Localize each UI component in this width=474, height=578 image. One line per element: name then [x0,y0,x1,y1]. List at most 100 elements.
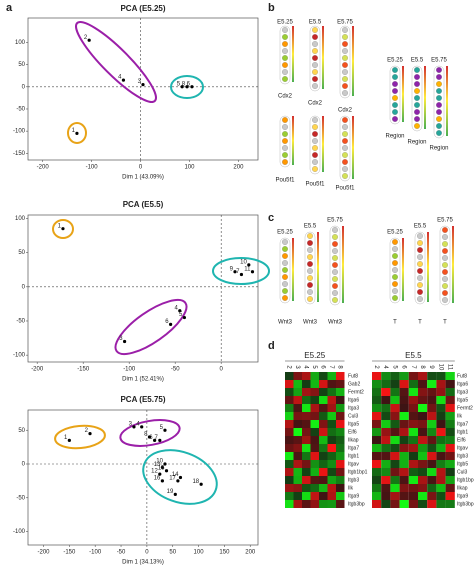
y-tick-label: 50 [18,62,25,68]
heatmap-cell [381,412,391,420]
dot [332,283,338,289]
heatmap-cell [372,484,382,492]
heatmap-title: E5.5 [405,351,422,360]
dot [342,124,348,130]
heatmap-cell [372,412,382,420]
heatmap-cell [436,380,446,388]
heatmap-cell [381,444,391,452]
group-ellipse [142,449,218,505]
dot [332,248,338,254]
region-label: Region [429,146,448,152]
heatmap-cell [436,468,446,476]
heatmap-cell [327,492,336,500]
x-tick-label: 0 [220,367,224,373]
heatmap-cell [381,460,391,468]
gene-label: T [393,320,397,326]
heatmap-cell [418,428,428,436]
dot [392,88,398,94]
heatmap-cell [285,404,294,412]
row-label: Itgb5 [457,461,468,467]
dot [282,239,288,245]
dot [436,102,442,108]
dot [342,138,348,144]
heatmap-cell [319,484,328,492]
dot [436,67,442,73]
dot [414,74,420,80]
column-label: 3 [294,365,300,369]
stage-label: E5.5 [411,58,424,64]
dot [342,90,348,96]
dot [282,34,288,40]
x-tick-label: -100 [123,367,136,373]
heatmap-cell [427,492,437,500]
heatmap-cell [319,428,328,436]
point-label: 17 [169,475,176,481]
heatmap-cell [390,412,400,420]
color-bar [352,116,354,179]
point [178,475,183,480]
heatmap-cell [293,500,302,508]
dot [312,159,318,165]
heatmap-cell [285,492,294,500]
heatmap-cell [381,396,391,404]
dot [442,227,448,233]
dot [282,27,288,33]
gene-label: T [443,320,447,326]
dot [282,145,288,151]
row-label: Itga5 [457,397,468,403]
dot [342,159,348,165]
column-label: 5 [311,365,317,369]
x-tick-label: 100 [184,165,195,171]
column-label: 5 [391,365,397,369]
plot-frame [27,17,259,161]
heatmap-cell [372,372,382,380]
point [121,78,126,82]
heatmap-cell [381,492,391,500]
stage-label: E5.75 [431,58,447,64]
heatmap-cell [319,380,328,388]
heatmap-cell [436,388,446,396]
dot [312,131,318,137]
stage-label: E5.5 [304,224,317,230]
color-bar [292,116,294,165]
point [88,432,92,436]
heatmap-cell [372,396,382,404]
dot-column [329,225,341,306]
stage-label: E5.75 [337,20,353,26]
row-label: Itga9 [348,493,359,499]
color-bar [452,226,454,303]
row-label: Itga3 [348,405,359,411]
heatmap-cell [436,372,446,380]
heatmap-cell [285,396,294,404]
point [158,472,162,476]
panel-label: c [268,212,274,224]
column-label: 4 [303,365,309,369]
row-label: Eif6 [457,437,466,443]
heatmap-cell [381,476,391,484]
heatmap-cell [302,484,311,492]
heatmap-cell [302,380,311,388]
heatmap-cell [327,428,336,436]
heatmap-cell [310,452,319,460]
dot [282,274,288,280]
heatmap-cell [381,372,391,380]
heatmap-cell [293,452,302,460]
heatmap-cell [445,412,455,420]
dot [282,260,288,266]
heatmap-cell [293,396,302,404]
heatmap-cell [399,404,409,412]
point-label: 5 [179,312,183,318]
heatmap-cell [319,492,328,500]
y-tick-label: -50 [16,107,25,113]
stage-label: E5.75 [327,218,343,224]
dot [442,276,448,282]
dot [392,288,398,294]
dot [312,83,318,89]
heatmap-cell [399,396,409,404]
heatmap-cell [293,412,302,420]
color-bar [427,232,429,302]
dot [332,290,338,296]
dot [282,281,288,287]
gene-label: Pou5f1 [335,186,355,192]
heatmap-cell [445,372,455,380]
